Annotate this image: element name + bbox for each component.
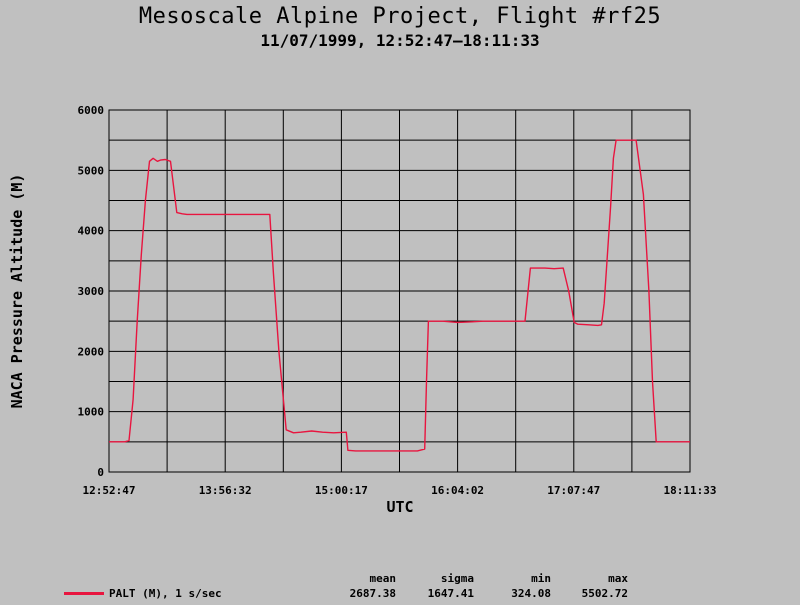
stat-value-mean: 2687.38 bbox=[349, 587, 396, 600]
chart-title: Mesoscale Alpine Project, Flight #rf25 bbox=[138, 4, 662, 29]
y-tick-label: 2000 bbox=[78, 345, 105, 358]
x-tick-label: 16:04:02 bbox=[431, 484, 484, 497]
legend-swatch bbox=[64, 592, 104, 595]
grid-lines bbox=[109, 110, 690, 472]
y-tick-label: 1000 bbox=[78, 406, 105, 419]
chart-subtitle: 11/07/1999, 12:52:47–18:11:33 bbox=[260, 31, 540, 50]
y-tick-label: 0 bbox=[97, 466, 104, 479]
y-tick-label: 3000 bbox=[78, 285, 105, 298]
x-tick-labels: 12:52:47 13:56:32 15:00:17 16:04:02 17:07:47… bbox=[83, 484, 717, 497]
y-axis-label: NACA Pressure Altitude (M) bbox=[8, 174, 26, 409]
y-tick-label: 5000 bbox=[78, 164, 105, 177]
y-tick-labels: 0 1000 2000 3000 4000 5000 6000 bbox=[78, 104, 105, 479]
x-tick-label: 13:56:32 bbox=[199, 484, 252, 497]
stat-header-mean: mean bbox=[369, 572, 397, 585]
stat-header-sigma: sigma bbox=[440, 572, 474, 585]
series-line-palt bbox=[109, 139, 690, 452]
series-layer bbox=[109, 139, 690, 452]
stat-value-max: 5502.72 bbox=[581, 587, 628, 600]
x-axis-label: UTC bbox=[386, 498, 413, 516]
chart: 0 1000 2000 3000 4000 5000 6000 12:52:47 13:56:… bbox=[8, 104, 717, 516]
y-tick-label: 6000 bbox=[78, 104, 105, 117]
legend: PALT (M), 1 s/sec mean sigma min max 268… bbox=[0, 572, 800, 605]
stat-value-min: 324.08 bbox=[511, 587, 551, 600]
y-tick-label: 4000 bbox=[78, 225, 105, 238]
x-tick-label: 18:11:33 bbox=[664, 484, 717, 497]
x-tick-label: 17:07:47 bbox=[547, 484, 600, 497]
stat-header-max: max bbox=[608, 572, 628, 585]
stat-header-min: min bbox=[531, 572, 551, 585]
legend-label: PALT (M), 1 s/sec bbox=[109, 587, 222, 600]
stat-value-sigma: 1647.41 bbox=[427, 587, 474, 600]
x-tick-label: 15:00:17 bbox=[315, 484, 368, 497]
x-tick-label: 12:52:47 bbox=[83, 484, 136, 497]
